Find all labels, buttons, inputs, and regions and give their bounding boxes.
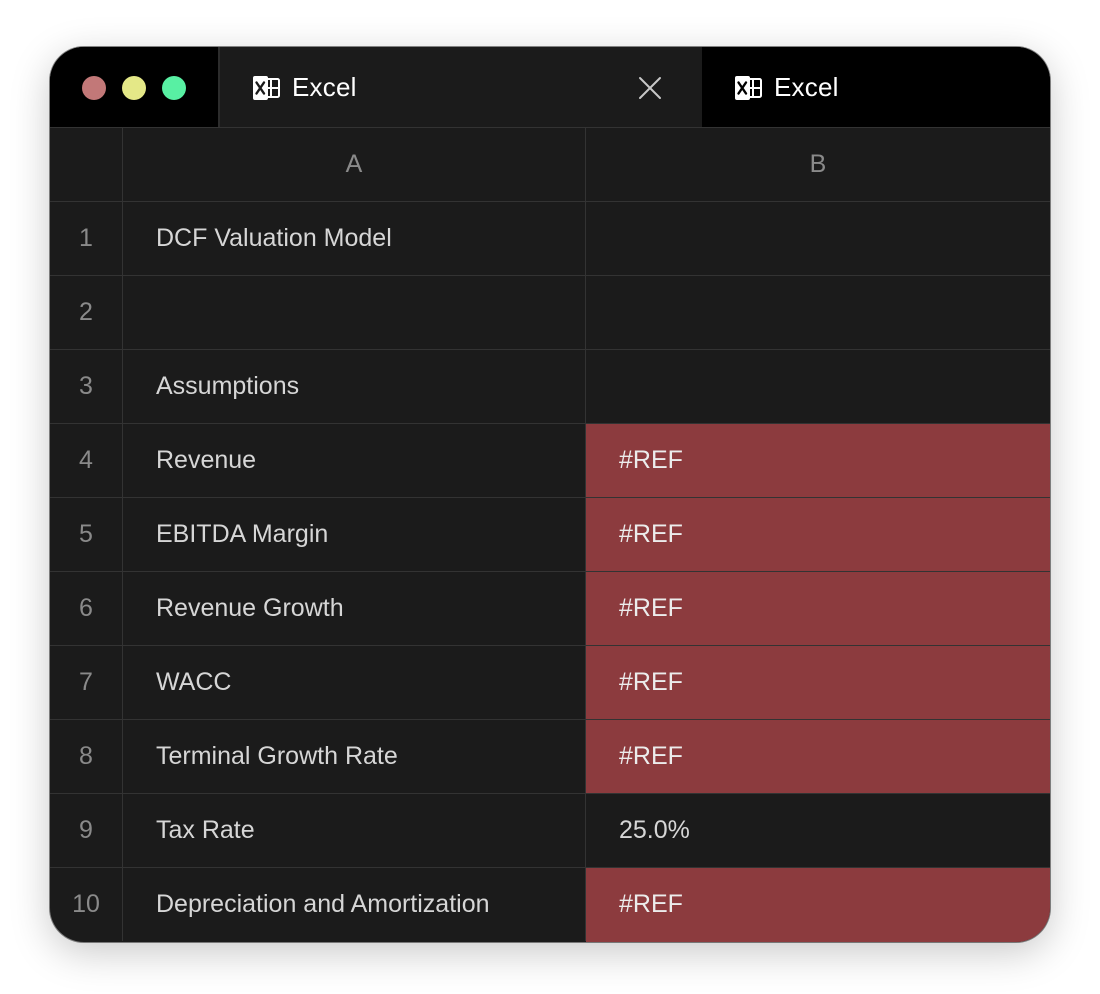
minimize-window-button[interactable] (122, 76, 146, 100)
cell-a10[interactable]: Depreciation and Amortization (123, 868, 586, 941)
cell-b3[interactable] (586, 350, 1050, 423)
row-header[interactable]: 5 (50, 498, 123, 571)
cell-b5-error[interactable]: #REF (586, 498, 1050, 571)
title-bar: Excel Excel (50, 47, 1050, 127)
row-header[interactable]: 4 (50, 424, 123, 497)
cell-a4[interactable]: Revenue (123, 424, 586, 497)
excel-icon (253, 76, 280, 100)
cell-a6[interactable]: Revenue Growth (123, 572, 586, 645)
table-row: 2 (50, 276, 1050, 350)
maximize-window-button[interactable] (162, 76, 186, 100)
table-row: 10 Depreciation and Amortization #REF (50, 868, 1050, 942)
cell-b7-error[interactable]: #REF (586, 646, 1050, 719)
table-row: 6 Revenue Growth #REF (50, 572, 1050, 646)
tab-label: Excel (774, 72, 839, 102)
row-header[interactable]: 9 (50, 794, 123, 867)
table-row: 1 DCF Valuation Model (50, 202, 1050, 276)
table-row: 8 Terminal Growth Rate #REF (50, 720, 1050, 794)
spreadsheet-grid: A B 1 DCF Valuation Model 2 3 Assumption… (50, 127, 1050, 942)
cell-a7[interactable]: WACC (123, 646, 586, 719)
cell-b10-error[interactable]: #REF (586, 868, 1050, 942)
row-header[interactable]: 8 (50, 720, 123, 793)
close-icon[interactable] (638, 76, 662, 100)
excel-icon (735, 76, 762, 100)
cell-a5[interactable]: EBITDA Margin (123, 498, 586, 571)
cell-a9[interactable]: Tax Rate (123, 794, 586, 867)
cell-a3[interactable]: Assumptions (123, 350, 586, 423)
cell-b9[interactable]: 25.0% (619, 816, 690, 844)
excel-window: Excel Excel A B 1 DCF Valuation Model (50, 47, 1050, 942)
tab-excel-active[interactable]: Excel (218, 47, 702, 127)
row-header[interactable]: 6 (50, 572, 123, 645)
select-all-corner[interactable] (50, 128, 123, 201)
row-header[interactable]: 7 (50, 646, 123, 719)
table-row: 5 EBITDA Margin #REF (50, 498, 1050, 572)
cell-b4-error[interactable]: #REF (586, 424, 1050, 497)
cell-a1[interactable]: DCF Valuation Model (123, 202, 586, 275)
cell-a8[interactable]: Terminal Growth Rate (123, 720, 586, 793)
table-row: 4 Revenue #REF (50, 424, 1050, 498)
table-row: 9 Tax Rate 25.0% (50, 794, 1050, 868)
table-row: 7 WACC #REF (50, 646, 1050, 720)
column-header-a[interactable]: A (123, 128, 586, 201)
tab-label: Excel (292, 72, 357, 102)
column-header-b[interactable]: B (809, 150, 827, 178)
column-header-row: A B (50, 128, 1050, 202)
row-header[interactable]: 2 (50, 276, 123, 349)
window-controls (50, 47, 218, 127)
cell-b2[interactable] (586, 276, 1050, 349)
close-window-button[interactable] (82, 76, 106, 100)
row-header[interactable]: 1 (50, 202, 123, 275)
cell-a2[interactable] (123, 276, 586, 349)
row-header[interactable]: 3 (50, 350, 123, 423)
tab-excel-inactive[interactable]: Excel (702, 47, 1050, 127)
cell-b1[interactable] (586, 202, 1050, 275)
table-row: 3 Assumptions (50, 350, 1050, 424)
row-header[interactable]: 10 (50, 868, 123, 941)
cell-b8-error[interactable]: #REF (586, 720, 1050, 793)
cell-b6-error[interactable]: #REF (586, 572, 1050, 645)
